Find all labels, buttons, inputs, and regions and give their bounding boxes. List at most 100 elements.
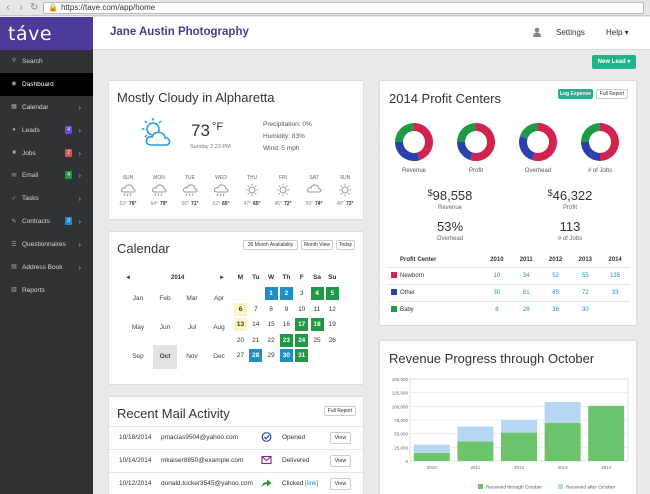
sidebar-item-contracts[interactable]: ✎ Contracts › 3	[0, 210, 93, 233]
calendar-day[interactable]: 10	[298, 305, 306, 313]
calendar-day[interactable]: 20	[236, 336, 245, 344]
calendar-day[interactable]: 31	[295, 349, 309, 363]
table-cell[interactable]: 10	[482, 266, 512, 284]
back-icon[interactable]: ‹	[6, 1, 10, 13]
sidebar-item-email[interactable]: ✉ Email › 4	[0, 164, 93, 187]
jobs-value: 113	[559, 219, 581, 234]
calendar-day[interactable]: 12	[328, 305, 336, 313]
table-row: Other 30 61 85 72 33	[388, 283, 630, 301]
forecast-day: SUN 63° 76°	[115, 175, 141, 207]
mail-link[interactable]: [link]	[305, 480, 319, 487]
calendar-day[interactable]: 16	[282, 321, 290, 329]
month-apr[interactable]: Apr	[213, 295, 225, 302]
sidebar-item-search[interactable]: ⚲ Search	[0, 50, 93, 73]
table-cell[interactable]: 8	[482, 300, 512, 318]
table-cell[interactable]: 30	[570, 300, 601, 318]
month-jan[interactable]: Jan	[132, 295, 144, 302]
sidebar-item-leads[interactable]: ● Leads › 4	[0, 119, 93, 142]
calendar-day[interactable]: 8	[269, 305, 273, 313]
calendar-day[interactable]: 30	[279, 349, 293, 363]
calendar-day[interactable]: 1	[264, 287, 278, 300]
month-may[interactable]: May	[131, 324, 145, 331]
sidebar-item-calendar[interactable]: ▦ Calendar ›	[0, 96, 93, 119]
next-year-icon[interactable]: ►	[219, 275, 225, 281]
sidebar-item-jobs[interactable]: ■ Jobs › 2	[0, 142, 93, 165]
view-button[interactable]: View	[330, 478, 351, 490]
month-view-button[interactable]: Month View	[301, 240, 333, 250]
calendar-day[interactable]: 22	[267, 336, 275, 344]
view-button[interactable]: View	[330, 432, 351, 444]
calendar-day[interactable]: 7	[253, 305, 258, 313]
calendar-day[interactable]: 9	[284, 305, 289, 313]
sidebar-item-dashboard[interactable]: ◉ Dashboard	[0, 72, 93, 96]
month-dec[interactable]: Dec	[213, 353, 225, 360]
calendar-day[interactable]: 21	[252, 336, 260, 344]
calendar-day[interactable]: 17	[295, 318, 309, 332]
weekday-header: Su	[328, 274, 337, 281]
calendar-day[interactable]: 27	[236, 352, 245, 360]
forward-icon[interactable]: ›	[19, 1, 23, 13]
table-cell[interactable]: 30	[482, 283, 512, 301]
help-menu[interactable]: Help ▾	[606, 28, 629, 37]
profit-full-report-button[interactable]: Full Report	[596, 89, 628, 99]
today-button[interactable]: Today	[336, 240, 355, 250]
table-cell[interactable]: 36	[540, 300, 571, 318]
month-mar[interactable]: Mar	[186, 295, 198, 302]
table-cell[interactable]: 28	[511, 300, 541, 318]
calendar-day[interactable]: 11	[313, 305, 321, 313]
month-nov[interactable]: Nov	[186, 353, 198, 360]
calendar-day[interactable]: 19	[328, 321, 336, 329]
table-cell[interactable]: 135	[600, 266, 630, 284]
calendar-day[interactable]: 24	[295, 333, 309, 347]
availability-button[interactable]: 36 Month Availability	[243, 240, 298, 250]
table-cell[interactable]: 55	[570, 266, 601, 284]
settings-link[interactable]: Settings	[556, 28, 585, 37]
calendar-day[interactable]: 5	[325, 287, 339, 300]
month-jul[interactable]: Jul	[187, 324, 197, 331]
calendar-day[interactable]: 23	[279, 333, 293, 347]
table-cell[interactable]: 33	[600, 283, 630, 301]
calendar-day[interactable]: 4	[310, 287, 324, 300]
url-bar[interactable]: 🔒 https://tave.com/app/home	[43, 1, 644, 14]
month-oct[interactable]: Oct	[153, 345, 177, 369]
profit-value: 46,322	[552, 188, 593, 203]
forecast-low: 50°	[305, 201, 313, 207]
calendar-day[interactable]: 18	[310, 318, 324, 332]
sidebar-item-reports[interactable]: ▥ Reports	[0, 279, 93, 302]
calendar-day[interactable]: 13	[234, 318, 247, 332]
mail-full-report-button[interactable]: Full Report	[324, 406, 356, 416]
month-sep[interactable]: Sep	[132, 353, 144, 360]
table-row: Newborn 10 34 52 55 135	[388, 266, 630, 284]
month-feb[interactable]: Feb	[159, 295, 171, 302]
x-tick-label: 2013	[558, 465, 569, 470]
sidebar-item-tasks[interactable]: ✓ Tasks ›	[0, 187, 93, 210]
calendar-day[interactable]: 6	[234, 302, 247, 316]
table-cell[interactable]: 52	[540, 266, 571, 284]
log-expense-button[interactable]: Log Expense	[558, 89, 593, 99]
reload-icon[interactable]: ↻	[30, 1, 39, 13]
calendar-day[interactable]: 29	[267, 352, 275, 360]
view-button[interactable]: View	[330, 455, 351, 467]
calendar-day[interactable]: 15	[267, 321, 275, 329]
table-cell[interactable]: 34	[511, 266, 541, 284]
calendar-day[interactable]: 28	[249, 349, 263, 363]
sidebar-item-questionnaires[interactable]: ☰ Questionnaires ›	[0, 233, 93, 256]
table-cell[interactable]: 72	[570, 283, 601, 301]
month-jun[interactable]: Jun	[159, 324, 171, 331]
tasks-icon: ✓	[11, 195, 17, 202]
brand-name[interactable]: Jane Austin Photography	[110, 26, 249, 38]
prev-year-icon[interactable]: ◄	[125, 275, 131, 281]
new-lead-button[interactable]: New Lead ▾	[592, 55, 636, 69]
calendar-day[interactable]: 26	[328, 336, 336, 344]
calendar-day[interactable]: 2	[279, 287, 293, 300]
calendar-day[interactable]: 3	[299, 290, 304, 297]
calendar-day[interactable]: 25	[313, 336, 321, 344]
table-cell[interactable]: 85	[540, 283, 571, 301]
user-icon[interactable]	[533, 27, 541, 37]
table-cell[interactable]	[600, 300, 630, 318]
month-aug[interactable]: Aug	[213, 324, 225, 331]
sidebar-item-address-book[interactable]: ▤ Address Book ›	[0, 256, 93, 279]
table-cell[interactable]: 61	[511, 283, 541, 301]
calendar-day[interactable]: 14	[252, 321, 260, 329]
logo-area[interactable]: táve	[0, 17, 93, 50]
